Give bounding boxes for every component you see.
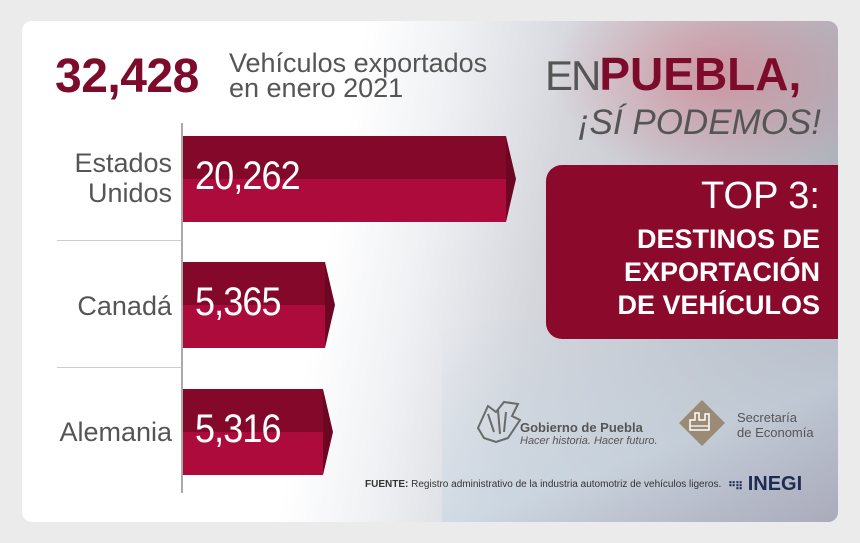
top3-title: TOP 3: [701, 175, 820, 217]
bar-canada: 5,365 [183, 262, 335, 348]
total-exports-value: 32,428 [55, 50, 199, 103]
top3-line3: DE VEHÍCULOS [617, 290, 820, 320]
bar-face-bottom [183, 179, 506, 222]
bar-value: 5,316 [195, 407, 281, 451]
gobierno-name: Gobierno de Puebla [520, 420, 643, 435]
bar-estados-unidos: 20,262 [183, 136, 516, 222]
top3-title-box: TOP 3: DESTINOS DE EXPORTACIÓN DE VEHÍCU… [546, 165, 838, 339]
bar-value: 20,262 [195, 154, 301, 198]
category-label-line2: Unidos [87, 178, 172, 208]
factory-diamond-icon [679, 400, 725, 446]
source-text: Registro administrativo de la industria … [411, 479, 722, 490]
secretaria-line1: Secretaría [737, 410, 797, 425]
bar-face-top [183, 136, 506, 179]
category-label-alemania: Alemania [59, 417, 172, 447]
bar-face-bottom [183, 432, 323, 475]
bar-alemania: 5,316 [183, 389, 333, 475]
total-desc-line2: en enero 2021 [229, 73, 404, 103]
top3-line2: EXPORTACIÓN [623, 257, 820, 287]
bar-face-bottom [183, 305, 325, 348]
top3-line1: DESTINOS DE [636, 224, 820, 254]
gobierno-puebla-logo: Gobierno de Puebla Hacer historia. Hacer… [474, 398, 658, 449]
bar-arrow-tip [506, 136, 516, 222]
category-label-estados-unidos: Estados Unidos [74, 148, 172, 208]
top3-subtitle: DESTINOS DE EXPORTACIÓN DE VEHÍCULOS [560, 223, 820, 322]
source-note: FUENTE: Registro administrativo de la in… [365, 479, 721, 490]
slogan-puebla: PUEBLA, [599, 48, 802, 100]
infographic-card: 32,428 Vehículos exportados en enero 202… [22, 21, 838, 522]
bar-arrow-tip [323, 389, 333, 475]
secretaria-line2: de Economía [737, 425, 814, 440]
inegi-text: INEGI [747, 473, 803, 495]
total-desc-line1: Vehículos exportados [229, 48, 488, 78]
gobierno-tagline: Hacer historia. Hacer futuro. [520, 435, 658, 447]
inegi-logo: ⠛⠿ INEGI [728, 473, 802, 496]
slogan-line1: ENPUEBLA, [545, 47, 801, 101]
row-divider [57, 367, 181, 368]
secretaria-economia-logo: Secretaría de Economía [677, 398, 814, 453]
bar-face-top [183, 262, 325, 305]
category-label-line1: Estados [74, 148, 172, 178]
category-label-canada: Canadá [77, 291, 172, 321]
bar-arrow-tip [325, 262, 335, 348]
gobierno-puebla-emblem-icon [476, 400, 522, 444]
background-gradient [442, 321, 838, 522]
slogan-en: EN [545, 52, 601, 99]
chart-axis [181, 123, 183, 493]
row-divider [57, 240, 181, 241]
total-exports-description: Vehículos exportados en enero 2021 [229, 48, 488, 103]
bar-face-top [183, 389, 323, 432]
source-label: FUENTE: [365, 479, 409, 490]
slogan-line2: ¡SÍ PODEMOS! [577, 103, 821, 142]
inegi-dots-icon: ⠛⠿ [728, 481, 743, 493]
bar-value: 5,365 [195, 280, 281, 324]
